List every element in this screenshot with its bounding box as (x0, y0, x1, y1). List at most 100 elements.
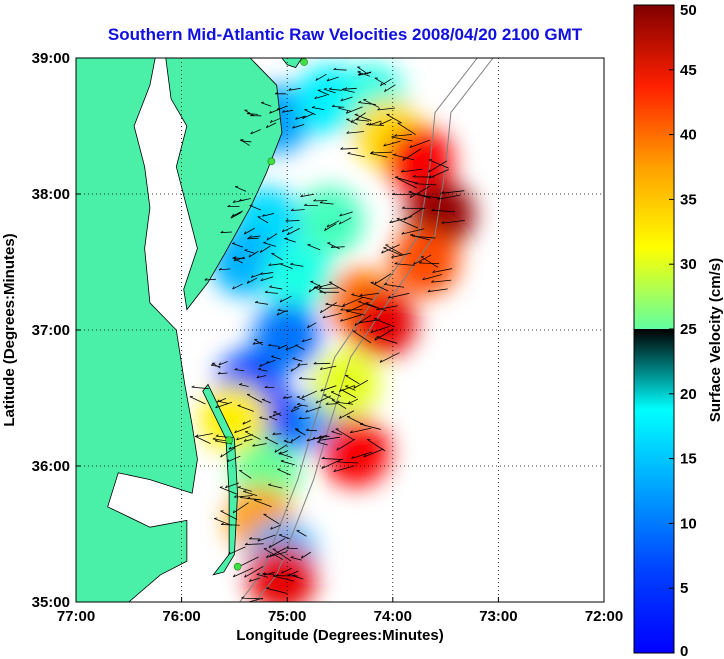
vector-head (259, 416, 263, 419)
vector-head (370, 151, 374, 154)
velocity-vector (326, 220, 340, 228)
vector-head (241, 596, 245, 599)
velocity-vector (297, 403, 308, 407)
velocity-vector (287, 570, 299, 577)
vector-head (297, 363, 301, 366)
vector-head (240, 495, 244, 498)
velocity-vector (238, 556, 259, 567)
velocity-vector (315, 395, 331, 404)
vector-head (212, 437, 216, 440)
vector-head (432, 270, 436, 273)
velocity-vector (290, 365, 300, 372)
velocity-vector (347, 398, 359, 405)
vector-head (301, 395, 305, 399)
vector-head (283, 439, 287, 442)
velocity-vector (266, 551, 288, 558)
velocity-vector (217, 372, 228, 375)
vector-head (232, 510, 235, 514)
y-tick-label: 38:00 (32, 186, 70, 203)
velocity-vector (220, 231, 233, 234)
velocity-vector (277, 309, 288, 312)
velocity-vector (277, 468, 291, 476)
vector-head (427, 289, 431, 293)
velocity-vector (441, 219, 465, 224)
vector-head (220, 454, 223, 458)
vector-head (290, 409, 294, 413)
velocity-vector (264, 437, 279, 445)
vector-head (268, 544, 271, 548)
vector-head (232, 242, 236, 244)
vector-head (379, 122, 382, 125)
velocity-vector (380, 78, 392, 87)
velocity-vector (354, 314, 372, 327)
velocity-vector (354, 114, 372, 121)
vector-head (204, 278, 208, 281)
velocity-vector (233, 257, 245, 259)
vector-head (290, 262, 294, 265)
velocity-vector (341, 389, 357, 399)
vector-head (308, 289, 311, 293)
velocity-vector (374, 273, 392, 285)
vector-head (268, 263, 272, 266)
velocity-vector (331, 106, 345, 108)
vector-head (236, 437, 239, 441)
velocity-vector (218, 401, 229, 404)
vector-head (231, 213, 235, 217)
velocity-vector (301, 551, 312, 559)
velocity-vector (214, 518, 232, 526)
velocity-vector (232, 257, 243, 264)
velocity-vector (285, 220, 300, 222)
velocity-vector (345, 375, 360, 385)
velocity-vector (286, 547, 298, 550)
vector-head (353, 385, 356, 389)
velocity-vector (339, 217, 352, 225)
velocity-vector (345, 385, 356, 391)
vector-head (338, 106, 342, 109)
velocity-vector (247, 237, 259, 240)
vector-head (383, 143, 387, 147)
velocity-vector (292, 123, 305, 129)
vector-head (286, 546, 290, 549)
vector-head (358, 100, 362, 103)
velocity-vector (247, 113, 259, 115)
velocity-vector (419, 262, 440, 265)
vector-head (341, 88, 345, 90)
velocity-vector (228, 546, 246, 555)
velocity-vector (428, 169, 449, 179)
velocity-vector (363, 448, 384, 458)
x-tick-label: 75:00 (268, 608, 306, 625)
velocity-vector (329, 88, 343, 91)
vector-head (338, 221, 342, 225)
velocity-vector (264, 291, 278, 294)
velocity-vector (319, 202, 334, 205)
vector-head (379, 359, 382, 363)
vector-head (312, 436, 316, 440)
vector-head (409, 194, 412, 198)
velocity-cell (390, 228, 459, 296)
velocity-vector (420, 256, 439, 268)
velocity-vector (401, 228, 425, 235)
velocity-vector (219, 486, 238, 495)
velocity-vector (374, 328, 394, 341)
velocity-vector (358, 72, 372, 76)
velocity-vector (394, 263, 415, 266)
vector-head (338, 388, 342, 392)
velocity-vector (295, 344, 305, 350)
velocity-vector (437, 194, 461, 200)
velocity-vector (359, 292, 379, 297)
velocity-vector (389, 216, 413, 224)
velocity-vector (397, 178, 417, 189)
y-axis-ticks: 39:00 38:00 37:00 36:00 35:00 (32, 50, 81, 611)
velocity-vector (248, 250, 259, 258)
vector-head (252, 443, 256, 447)
vector-head (315, 77, 318, 81)
vector-head (300, 194, 304, 197)
velocity-vector (376, 305, 398, 311)
velocity-cell (321, 418, 390, 487)
grid-lines (76, 58, 604, 602)
velocity-vector (338, 107, 352, 112)
velocity-vector (243, 491, 258, 496)
velocity-vector (268, 344, 279, 347)
velocity-vector (293, 404, 303, 409)
velocity-vector (370, 326, 390, 333)
